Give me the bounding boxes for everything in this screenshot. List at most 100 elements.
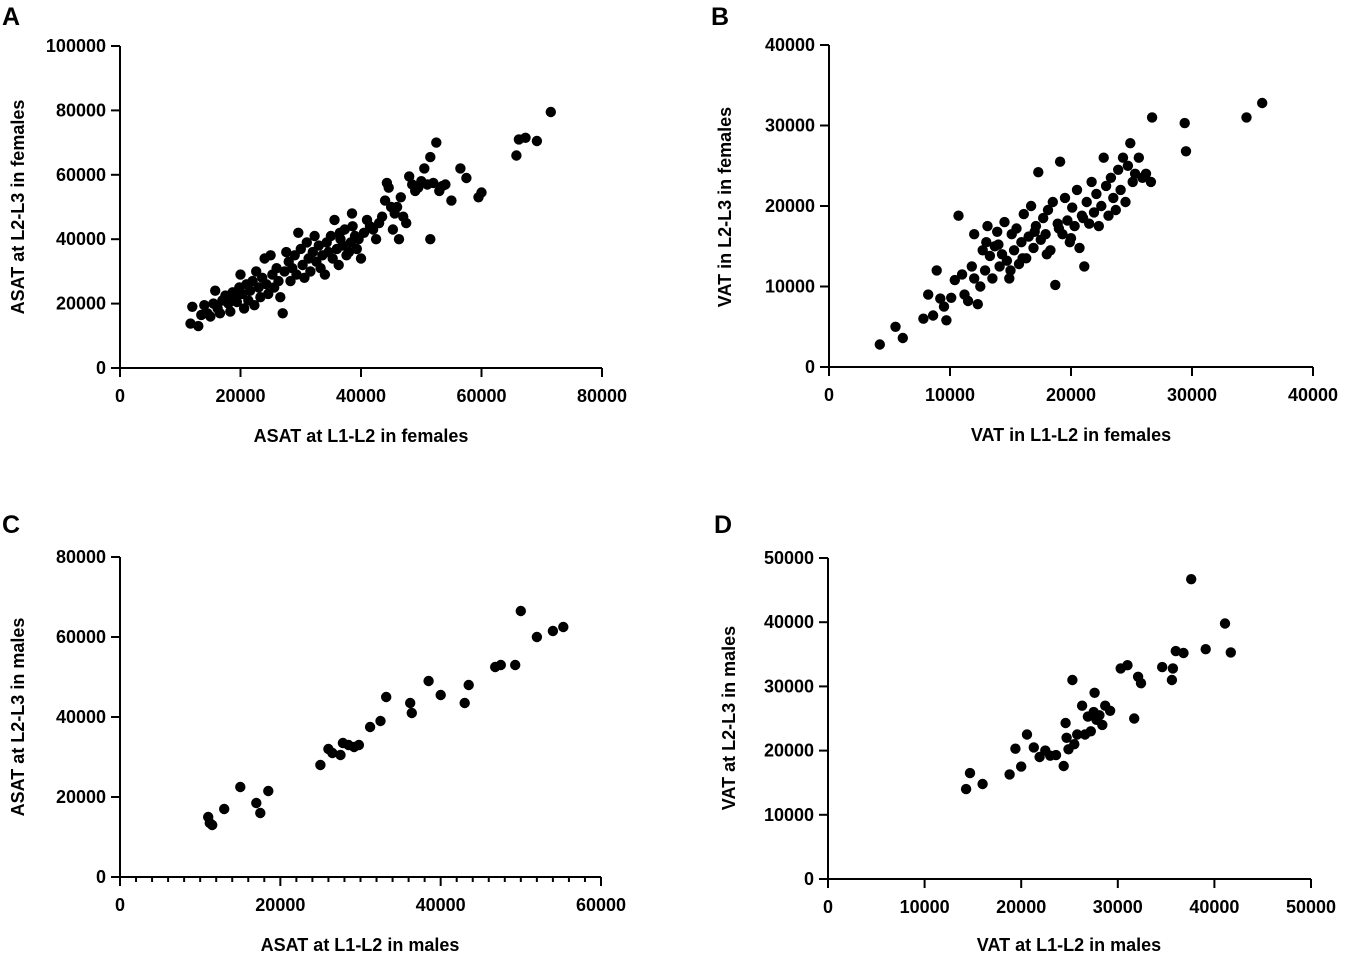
panel-d-data-point bbox=[1060, 717, 1071, 729]
panel-a-data-point bbox=[425, 234, 436, 245]
panel-c-data-point bbox=[375, 715, 386, 727]
panel-b-data-point bbox=[1071, 184, 1083, 196]
panel-b-data-point bbox=[1113, 164, 1124, 175]
panel-c: C ASAT at L1-L2 in males ASAT at L2-L3 i… bbox=[2, 511, 626, 955]
panel-d-data-point bbox=[964, 767, 976, 779]
panel-a-x-tick-label: 60000 bbox=[456, 386, 506, 406]
panel-d-data-point bbox=[977, 778, 988, 790]
panel-a-data-point bbox=[476, 187, 487, 198]
panel-a-x-tick-label: 80000 bbox=[577, 386, 627, 406]
panel-a-data-point bbox=[249, 300, 260, 311]
panel-a-data-point bbox=[346, 208, 358, 219]
panel-a-data-point bbox=[279, 266, 290, 277]
panel-b-data-point bbox=[994, 261, 1005, 272]
panel-a-x-axis-label: ASAT at L1-L2 in females bbox=[254, 426, 469, 446]
panel-c-x-tick-label: 60000 bbox=[576, 895, 626, 915]
panel-c-data-point bbox=[463, 679, 474, 691]
panel-d-x-tick-label: 50000 bbox=[1286, 897, 1336, 917]
panel-b-data-point bbox=[1047, 196, 1059, 208]
panel-b-data-point bbox=[1091, 188, 1102, 200]
panel-d-data-point bbox=[1167, 663, 1179, 674]
panel-b-data-point bbox=[931, 265, 942, 276]
panel-c-data-point bbox=[558, 621, 569, 633]
panel-a-data-point bbox=[255, 292, 266, 303]
panel-d-data-point bbox=[1016, 761, 1027, 772]
panel-c-data-point bbox=[353, 739, 365, 751]
panel-c-y-tick-label: 0 bbox=[96, 867, 106, 887]
panel-d-y-axis-label: VAT at L2-L3 in males bbox=[719, 626, 739, 810]
panel-a-y-tick-label: 0 bbox=[96, 358, 106, 378]
panel-d-x-tick-label: 20000 bbox=[996, 897, 1046, 917]
panel-b-y-tick-label: 10000 bbox=[765, 277, 815, 297]
panel-a-data-point bbox=[275, 292, 286, 303]
panel-b-data-point bbox=[1033, 167, 1044, 178]
panel-a-data-point bbox=[305, 266, 316, 277]
panel-d-data-point bbox=[1122, 660, 1133, 671]
panel-b-data-point bbox=[1115, 184, 1126, 196]
panel-a-data-point bbox=[187, 301, 198, 312]
panel-b-data-point bbox=[992, 226, 1003, 237]
panel-a-data-point bbox=[531, 135, 543, 147]
panel-d-x-tick-label: 40000 bbox=[1189, 897, 1239, 917]
panel-c-data-point bbox=[406, 707, 417, 719]
panel-a-data-point bbox=[545, 106, 556, 118]
panel-d-x-axis-label: VAT at L1-L2 in males bbox=[977, 935, 1161, 955]
panel-c-x-axis-label: ASAT at L1-L2 in males bbox=[261, 935, 460, 955]
panel-b-data-point bbox=[969, 229, 980, 240]
panel-b-data-point bbox=[1016, 237, 1027, 248]
panel-a-data-point bbox=[333, 259, 344, 271]
panel-b-data-point bbox=[1001, 255, 1013, 266]
panel-a-data-point bbox=[329, 214, 340, 226]
panel-a-data-point bbox=[401, 217, 412, 229]
panel-a-data-point bbox=[325, 230, 337, 242]
panel-c-y-tick-label: 60000 bbox=[56, 627, 106, 647]
panel-d-data-point bbox=[1219, 618, 1231, 629]
panel-a-data-point bbox=[391, 201, 403, 213]
panel-b-data-point bbox=[1025, 200, 1037, 212]
panel-a-data-point bbox=[265, 250, 276, 261]
panel-d-data-point bbox=[1058, 760, 1069, 772]
panel-b-data-point bbox=[1146, 112, 1158, 123]
panel-d-y-tick-label: 30000 bbox=[764, 676, 814, 696]
panel-b-data-point bbox=[1086, 176, 1097, 188]
panel-b-data-point bbox=[1122, 160, 1134, 171]
panel-b-data-point bbox=[1017, 253, 1028, 264]
panel-b-data-point bbox=[890, 321, 901, 332]
panel-a-data-point bbox=[291, 269, 302, 280]
panel-d-data-point bbox=[1097, 719, 1108, 731]
panel-c-data-point bbox=[510, 659, 521, 671]
panel-c-y-tick-label: 40000 bbox=[56, 707, 106, 727]
panel-b-data-point bbox=[969, 273, 980, 284]
panel-b-data-point bbox=[923, 289, 934, 300]
panel-b-x-tick-label: 0 bbox=[824, 385, 834, 405]
panel-b-data-point bbox=[1038, 212, 1049, 224]
panel-b-data-point bbox=[1011, 223, 1022, 234]
panel-a-data-point bbox=[343, 246, 355, 258]
panel-d-data-point bbox=[1069, 739, 1080, 750]
panel-a-data-point bbox=[199, 300, 210, 311]
panel-b-data-point bbox=[1004, 273, 1015, 284]
panel-a-data-point bbox=[301, 237, 312, 248]
panel-a-data-point bbox=[428, 177, 439, 189]
panel-b-data-point bbox=[1241, 112, 1252, 123]
panel-b-data-point bbox=[987, 273, 998, 284]
panel-a-data-point bbox=[273, 275, 284, 287]
panel-c-x-tick-label: 0 bbox=[115, 895, 125, 915]
panel-b-data-point bbox=[946, 292, 957, 303]
panel-b-data-point bbox=[981, 237, 992, 248]
panel-a-data-point bbox=[244, 285, 256, 296]
panel-b-data-point bbox=[966, 261, 977, 272]
panel-a-data-point bbox=[425, 151, 436, 163]
panel-b-data-point bbox=[1180, 146, 1192, 157]
panel-b-data-point bbox=[1108, 192, 1119, 204]
panel-a-data-point bbox=[185, 318, 196, 329]
panel-b-data-point bbox=[1053, 223, 1065, 234]
panel-b-data-point bbox=[1103, 210, 1114, 221]
panel-b-data-point bbox=[938, 301, 950, 312]
panel-d-letter: D bbox=[714, 511, 732, 539]
panel-a-data-point bbox=[370, 234, 382, 245]
panel-a-data-point bbox=[376, 211, 388, 222]
panel-b-data-point bbox=[1257, 97, 1268, 109]
panel-b-data-point bbox=[897, 332, 908, 344]
panel-b-data-point bbox=[993, 239, 1004, 250]
